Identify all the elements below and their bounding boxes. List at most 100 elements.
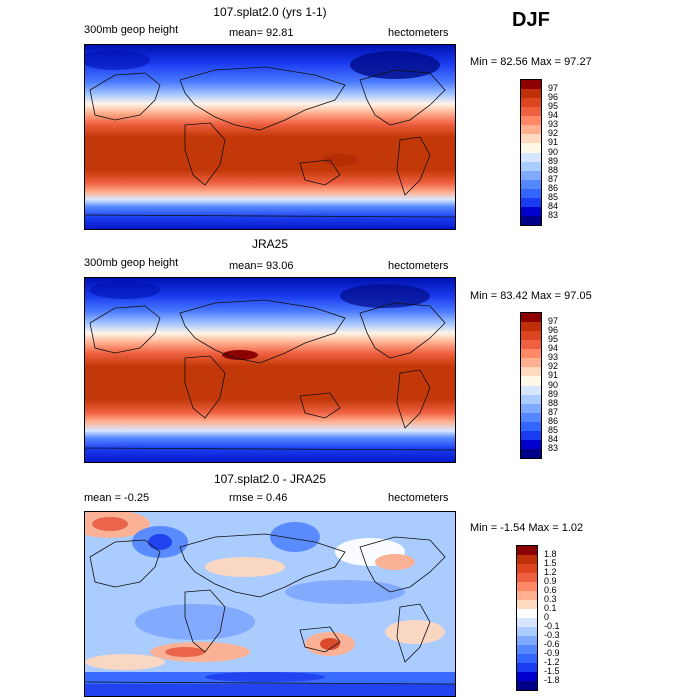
colorbar-tick-label: -1.5	[544, 666, 560, 676]
colorbar-swatch	[521, 188, 541, 198]
colorbar-swatch	[521, 394, 541, 404]
colorbar-tick-label: 91	[548, 370, 559, 381]
colorbar-tick-label: 83	[548, 209, 559, 220]
panel-left-label: 300mb geop height	[84, 257, 179, 269]
colorbar-labels: 97 96 95 94 93 92 91 90 89 88 87 86 85 84 83	[548, 79, 588, 226]
colorbar-tick-label: 88	[548, 164, 559, 175]
season-label: DJF	[512, 9, 550, 31]
panel-title: JRA25	[251, 237, 289, 251]
colorbar-swatch	[521, 313, 541, 323]
colorbar-tick-label: -0.6	[544, 639, 560, 649]
colorbar-tick-label: 89	[548, 388, 559, 399]
colorbar-tick-label: 0.1	[544, 603, 557, 613]
colorbar-swatch	[521, 421, 541, 431]
colorbar-swatch	[521, 116, 541, 126]
panel-center-label: mean= 93.06	[229, 260, 294, 272]
min-max-stats: Min = 82.56 Max = 97.27	[470, 56, 592, 68]
colorbar-tick-label: 87	[548, 173, 559, 184]
colorbar-tick-label: -0.3	[544, 630, 560, 640]
colorbar-swatch	[517, 582, 537, 591]
colorbar-swatch	[521, 349, 541, 359]
colorbar-swatch	[517, 600, 537, 609]
colorbar-labels: 97 96 95 94 93 92 91 90 89 88 87 86 85 84 83	[548, 312, 588, 459]
colorbar-tick-label: 87	[548, 406, 559, 417]
colorbar-tick-label: 0	[544, 612, 550, 622]
colorbar-tick-label: 86	[548, 182, 559, 193]
min-max-stats: Min = 83.42 Max = 97.05	[470, 290, 592, 302]
colorbar-swatch	[521, 89, 541, 99]
colorbar-tick-label: 92	[548, 128, 559, 139]
colorbar-swatch	[521, 215, 541, 225]
colorbar-tick-label: 96	[548, 92, 559, 103]
colorbar-swatch	[521, 331, 541, 341]
colorbar-tick-label: 84	[548, 433, 559, 444]
colorbar-tick-label: -1.2	[544, 657, 560, 667]
colorbar-tick-label: 0.9	[544, 576, 557, 586]
colorbar-tick-label: 90	[548, 146, 559, 157]
colorbar-swatch	[521, 179, 541, 189]
colorbar-swatch	[521, 134, 541, 144]
colorbar-swatch	[521, 439, 541, 449]
colorbar-swatch	[521, 376, 541, 386]
colorbar-tick-label: 93	[548, 352, 559, 363]
colorbar-swatch	[521, 197, 541, 207]
colorbar-tick-label: 0.6	[544, 585, 557, 595]
colorbar-swatch	[517, 663, 537, 672]
colorbar-swatch	[521, 161, 541, 171]
colorbar-swatch	[521, 125, 541, 135]
colorbar-tick-label: 91	[548, 137, 559, 148]
colorbar	[520, 79, 542, 226]
colorbar-swatch	[521, 322, 541, 332]
colorbar-swatch	[517, 654, 537, 663]
colorbar-swatch	[517, 546, 537, 555]
colorbar-tick-label: 90	[548, 379, 559, 390]
colorbar-tick-label: 1.5	[544, 558, 557, 568]
colorbar-swatch	[521, 107, 541, 117]
colorbar-swatch	[521, 430, 541, 440]
colorbar-swatch	[517, 636, 537, 645]
panel-right-label: hectometers	[388, 492, 449, 504]
panel-left-label: mean = -0.25	[84, 492, 150, 504]
colorbar-swatch	[521, 152, 541, 162]
colorbar-swatch	[517, 618, 537, 627]
colorbar-tick-label: 97	[548, 316, 559, 327]
colorbar-tick-label: 84	[548, 200, 559, 211]
panel-center-label: mean= 92.81	[229, 27, 294, 39]
panel-left-label: 300mb geop height	[84, 24, 179, 36]
colorbar-tick-label: 86	[548, 415, 559, 426]
colorbar-tick-label: 96	[548, 325, 559, 336]
colorbar-swatch	[521, 367, 541, 377]
colorbar-swatch	[517, 645, 537, 654]
colorbar-tick-label: 89	[548, 155, 559, 166]
panel-title: 107.splat2.0 (yrs 1-1)	[213, 5, 327, 19]
colorbar-tick-label: 0.3	[544, 594, 557, 604]
colorbar-swatch	[521, 80, 541, 90]
colorbar-swatch	[521, 403, 541, 413]
colorbar-swatch	[521, 412, 541, 422]
colorbar-swatch	[521, 448, 541, 458]
colorbar-swatch	[517, 627, 537, 636]
colorbar	[520, 312, 542, 459]
colorbar-swatch	[517, 672, 537, 681]
colorbar-tick-label: -1.8	[544, 675, 560, 685]
colorbar-tick-label: 1.8	[544, 549, 557, 559]
colorbar-tick-label: 94	[548, 110, 559, 121]
colorbar-tick-label: -0.9	[544, 648, 560, 658]
colorbar-swatch	[517, 573, 537, 582]
colorbar-tick-label: 95	[548, 101, 559, 112]
panel-right-label: hectometers	[388, 27, 449, 39]
colorbar-swatch	[521, 358, 541, 368]
colorbar-tick-label: 95	[548, 334, 559, 345]
colorbar-swatch	[517, 681, 537, 690]
colorbar-tick-label: -0.1	[544, 621, 560, 631]
map-plot	[84, 44, 456, 230]
colorbar-tick-label: 85	[548, 424, 559, 435]
map-plot	[84, 511, 456, 697]
colorbar-tick-label: 92	[548, 361, 559, 372]
colorbar-swatch	[517, 564, 537, 573]
colorbar-swatch	[517, 609, 537, 618]
panel-right-label: hectometers	[388, 260, 449, 272]
colorbar-tick-label: 88	[548, 397, 559, 408]
colorbar-tick-label: 97	[548, 83, 559, 94]
colorbar-swatch	[521, 170, 541, 180]
